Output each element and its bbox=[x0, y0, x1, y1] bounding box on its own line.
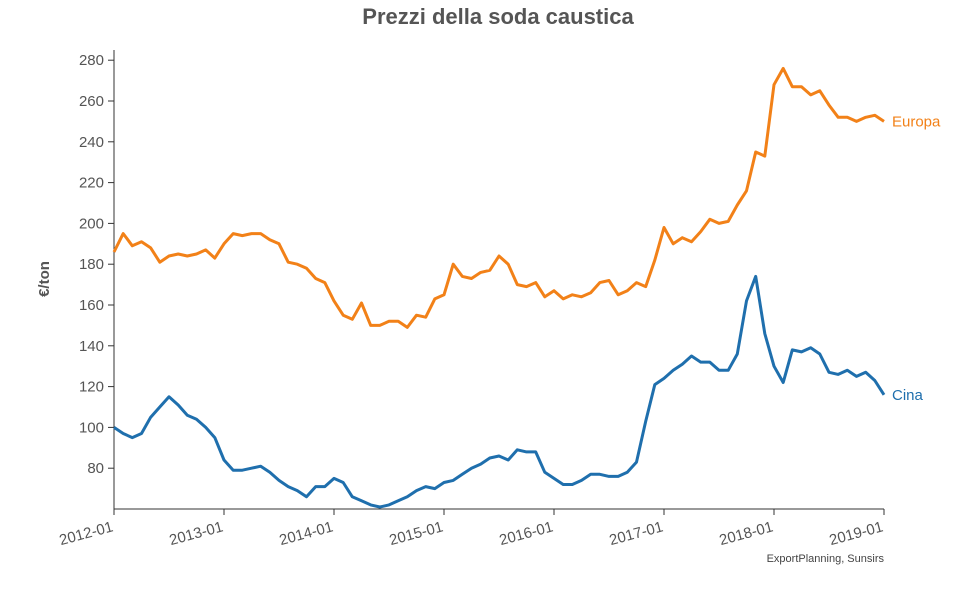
y-tick-label: 240 bbox=[79, 134, 104, 151]
y-tick-label: 160 bbox=[79, 297, 104, 314]
chart-title: Prezzi della soda caustica bbox=[362, 4, 634, 29]
y-tick-label: 120 bbox=[79, 379, 104, 396]
y-tick-label: 80 bbox=[87, 460, 104, 477]
y-tick-label: 140 bbox=[79, 338, 104, 355]
y-tick-label: 260 bbox=[79, 93, 104, 110]
y-axis-label: €/ton bbox=[36, 261, 53, 297]
y-tick-label: 200 bbox=[79, 215, 104, 232]
x-tick-label: 2019-01 bbox=[827, 518, 885, 549]
x-tick-label: 2014-01 bbox=[277, 518, 335, 549]
x-tick-label: 2016-01 bbox=[497, 518, 555, 549]
y-tick-label: 180 bbox=[79, 256, 104, 273]
series-line-cina bbox=[113, 274, 886, 509]
y-tick-label: 220 bbox=[79, 175, 104, 192]
y-tick-label: 280 bbox=[79, 52, 104, 69]
source-note: ExportPlanning, Sunsirs bbox=[767, 553, 885, 565]
x-tick-label: 2015-01 bbox=[387, 518, 445, 549]
x-tick-label: 2017-01 bbox=[607, 518, 665, 549]
x-tick-label: 2012-01 bbox=[57, 518, 115, 549]
series-line-europa bbox=[112, 66, 885, 329]
x-tick-label: 2013-01 bbox=[167, 518, 225, 549]
x-tick-label: 2018-01 bbox=[717, 518, 775, 549]
series-label-cina: Cina bbox=[892, 387, 924, 404]
x-axis: 2012-01 2013-01 2014-01 2015-01 2016-01 2017-… bbox=[57, 508, 885, 549]
y-tick-label: 100 bbox=[79, 419, 104, 436]
y-axis: 80 100 120 140 160 180 200 220 240 260 280 bbox=[79, 50, 115, 509]
series-layer: Europa Cina bbox=[112, 66, 941, 509]
series-label-europa: Europa bbox=[892, 113, 941, 130]
